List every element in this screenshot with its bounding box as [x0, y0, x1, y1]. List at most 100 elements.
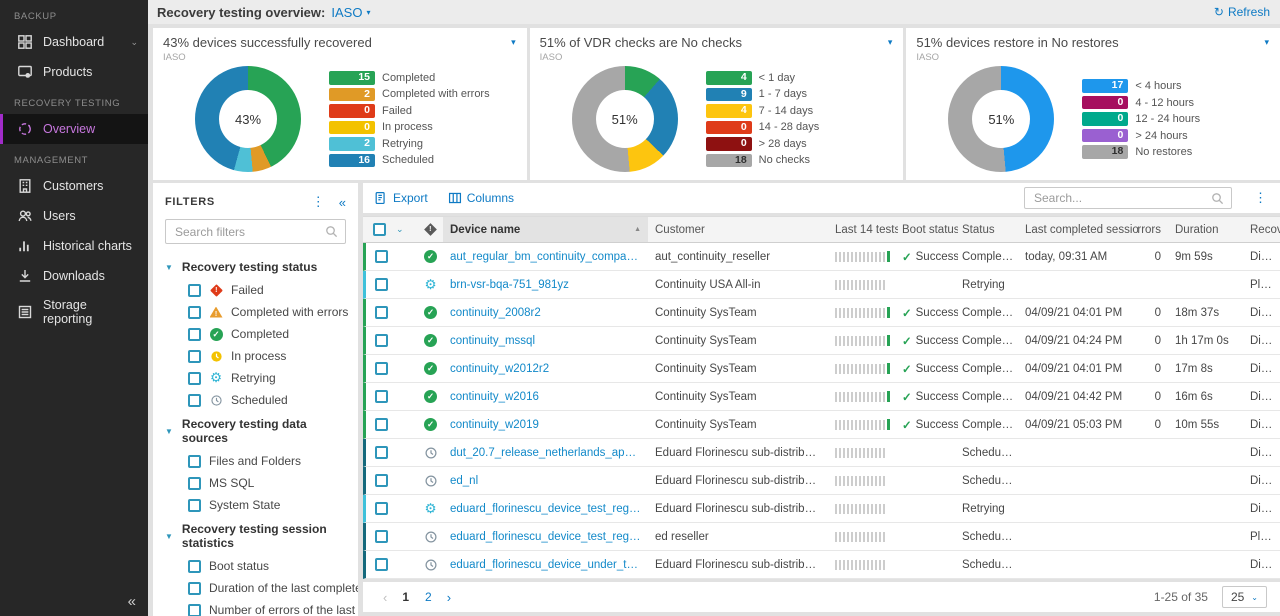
- row-checkbox[interactable]: [374, 278, 388, 291]
- checkbox[interactable]: [188, 305, 201, 319]
- table-row[interactable]: ⚙ eduard_florinescu_device_test_regressio…: [363, 495, 1280, 523]
- filter-item[interactable]: Duration of the last completed rec...: [153, 577, 358, 599]
- column-header-customer[interactable]: Customer: [655, 223, 705, 236]
- table-row[interactable]: eduard_florinescu_device_test_regression…: [363, 523, 1280, 551]
- filter-item[interactable]: ✓ Completed: [153, 323, 358, 345]
- device-name-link[interactable]: continuity_mssql: [450, 334, 536, 347]
- checkbox[interactable]: [188, 559, 201, 573]
- filter-item[interactable]: ! Failed: [153, 279, 358, 301]
- device-name-link[interactable]: eduard_florinescu_device_test_regression…: [450, 502, 641, 515]
- column-header-status[interactable]: Status: [962, 223, 995, 236]
- row-checkbox[interactable]: [374, 306, 388, 319]
- checkbox[interactable]: [188, 371, 201, 385]
- row-checkbox[interactable]: [374, 250, 388, 263]
- sidebar-collapse-icon[interactable]: «: [127, 593, 136, 610]
- table-row[interactable]: ✓ aut_regular_bm_continuity_compatible aut…: [363, 243, 1280, 271]
- filter-item[interactable]: ⚙ Retrying: [153, 367, 358, 389]
- row-checkbox[interactable]: [374, 558, 388, 571]
- table-row[interactable]: dut_20.7_release_netherlands_apollo_edua…: [363, 439, 1280, 467]
- column-header-recovery[interactable]: Recovery: [1250, 223, 1280, 236]
- filter-item[interactable]: MS SQL: [153, 472, 358, 494]
- device-name-link[interactable]: brn-vsr-bqa-751_981yz: [450, 278, 569, 291]
- next-page-icon[interactable]: ›: [446, 589, 452, 605]
- checkbox[interactable]: [188, 454, 201, 468]
- column-header-last-14-tests[interactable]: Last 14 tests: [835, 223, 898, 236]
- column-header-boot-status[interactable]: Boot status: [902, 223, 958, 236]
- table-row[interactable]: ✓ continuity_2008r2 Continuity SysTeam ✓ Suc…: [363, 299, 1280, 327]
- sidebar-item-historical-charts[interactable]: Historical charts: [0, 231, 148, 261]
- filter-group-header[interactable]: ▼ Recovery testing session statistics: [153, 516, 358, 555]
- column-header-device-name[interactable]: Device name ▲: [443, 217, 648, 242]
- table-kebab-icon[interactable]: ⋮: [1254, 190, 1267, 205]
- device-name-link[interactable]: dut_20.7_release_netherlands_apollo_edua…: [450, 446, 641, 459]
- filters-kebab-icon[interactable]: ⋮: [311, 194, 325, 209]
- table-row[interactable]: eduard_florinescu_device_under_test_win8…: [363, 551, 1280, 579]
- page-size-select[interactable]: 25 ⌄: [1221, 586, 1267, 608]
- table-row[interactable]: ✓ continuity_w2016 Continuity SysTeam ✓ Succ…: [363, 383, 1280, 411]
- table-row[interactable]: ✓ continuity_mssql Continuity SysTeam ✓ Succ…: [363, 327, 1280, 355]
- filter-item[interactable]: Files and Folders: [153, 450, 358, 472]
- table-search-input[interactable]: [1032, 190, 1211, 206]
- sidebar-item-users[interactable]: Users: [0, 201, 148, 231]
- sidebar-item-customers[interactable]: Customers: [0, 171, 148, 201]
- columns-button[interactable]: Columns: [448, 191, 514, 205]
- filter-item[interactable]: In process: [153, 345, 358, 367]
- select-all-checkbox[interactable]: [373, 223, 386, 236]
- row-checkbox[interactable]: [374, 390, 388, 403]
- checkbox[interactable]: [188, 476, 201, 490]
- card-menu-caret-icon[interactable]: ▾: [511, 37, 516, 47]
- table-row[interactable]: ✓ continuity_w2012r2 Continuity SysTeam ✓ Su…: [363, 355, 1280, 383]
- filters-collapse-icon[interactable]: «: [338, 194, 346, 210]
- checkbox[interactable]: [188, 349, 201, 363]
- checkbox[interactable]: [188, 581, 201, 595]
- sidebar-item-downloads[interactable]: Downloads: [0, 261, 148, 291]
- sidebar-item-dashboard[interactable]: Dashboard ⌄: [0, 27, 148, 57]
- row-checkbox[interactable]: [374, 530, 388, 543]
- filter-group-header[interactable]: ▼ Recovery testing data sources: [153, 411, 358, 450]
- table-row[interactable]: ✓ continuity_w2019 Continuity SysTeam ✓ Succ…: [363, 411, 1280, 439]
- filter-item[interactable]: Scheduled: [153, 389, 358, 411]
- export-button[interactable]: Export: [374, 191, 428, 205]
- checkbox[interactable]: [188, 603, 201, 616]
- filters-search-input[interactable]: [173, 223, 325, 240]
- row-checkbox[interactable]: [374, 502, 388, 515]
- column-header-last-completed-session[interactable]: Last completed session: [1025, 223, 1138, 236]
- refresh-button[interactable]: ↻ Refresh: [1214, 5, 1270, 19]
- scope-selector[interactable]: IASO ▾: [331, 5, 370, 20]
- page-number-1[interactable]: 1: [402, 590, 410, 604]
- row-checkbox[interactable]: [374, 362, 388, 375]
- column-header-errors[interactable]: Errors: [1138, 223, 1161, 236]
- device-name-link[interactable]: aut_regular_bm_continuity_compatible: [450, 250, 641, 263]
- sidebar-item-overview[interactable]: Overview: [0, 114, 148, 144]
- device-name-link[interactable]: eduard_florinescu_device_test_regression…: [450, 530, 641, 543]
- filter-item[interactable]: System State: [153, 494, 358, 516]
- device-name-link[interactable]: ed_nl: [450, 474, 479, 487]
- checkbox[interactable]: [188, 498, 201, 512]
- row-checkbox[interactable]: [374, 474, 388, 487]
- card-menu-caret-icon[interactable]: ▾: [1264, 37, 1270, 47]
- device-name-link[interactable]: continuity_w2016: [450, 390, 539, 403]
- sidebar-item-storage-reporting[interactable]: Storage reporting: [0, 291, 148, 333]
- row-checkbox[interactable]: [374, 334, 388, 347]
- filter-group-header[interactable]: ▼ Recovery testing status: [153, 254, 358, 279]
- row-checkbox[interactable]: [374, 418, 388, 431]
- filter-item[interactable]: ! Completed with errors: [153, 301, 358, 323]
- select-menu-chevron-icon[interactable]: ⌄: [396, 224, 404, 234]
- checkbox[interactable]: [188, 327, 201, 341]
- card-menu-caret-icon[interactable]: ▾: [887, 37, 893, 47]
- filter-item[interactable]: Boot status: [153, 555, 358, 577]
- device-name-link[interactable]: continuity_2008r2: [450, 306, 541, 319]
- device-name-link[interactable]: continuity_w2019: [450, 418, 539, 431]
- table-row[interactable]: ⚙ brn-vsr-bqa-751_981yz Continuity USA All…: [363, 271, 1280, 299]
- checkbox[interactable]: [188, 283, 201, 297]
- prev-page-icon[interactable]: ‹: [383, 589, 388, 605]
- column-header-duration[interactable]: Duration: [1175, 223, 1219, 236]
- page-number-2[interactable]: 2: [425, 590, 432, 604]
- device-name-link[interactable]: eduard_florinescu_device_under_test_win8…: [450, 558, 641, 571]
- checkbox[interactable]: [188, 393, 201, 407]
- sidebar-item-products[interactable]: Products: [0, 57, 148, 87]
- row-checkbox[interactable]: [374, 446, 388, 459]
- table-row[interactable]: ed_nl Eduard Florinescu sub-distributor 2…: [363, 467, 1280, 495]
- filter-item[interactable]: Number of errors of the last compl...: [153, 599, 358, 616]
- device-name-link[interactable]: continuity_w2012r2: [450, 362, 550, 375]
